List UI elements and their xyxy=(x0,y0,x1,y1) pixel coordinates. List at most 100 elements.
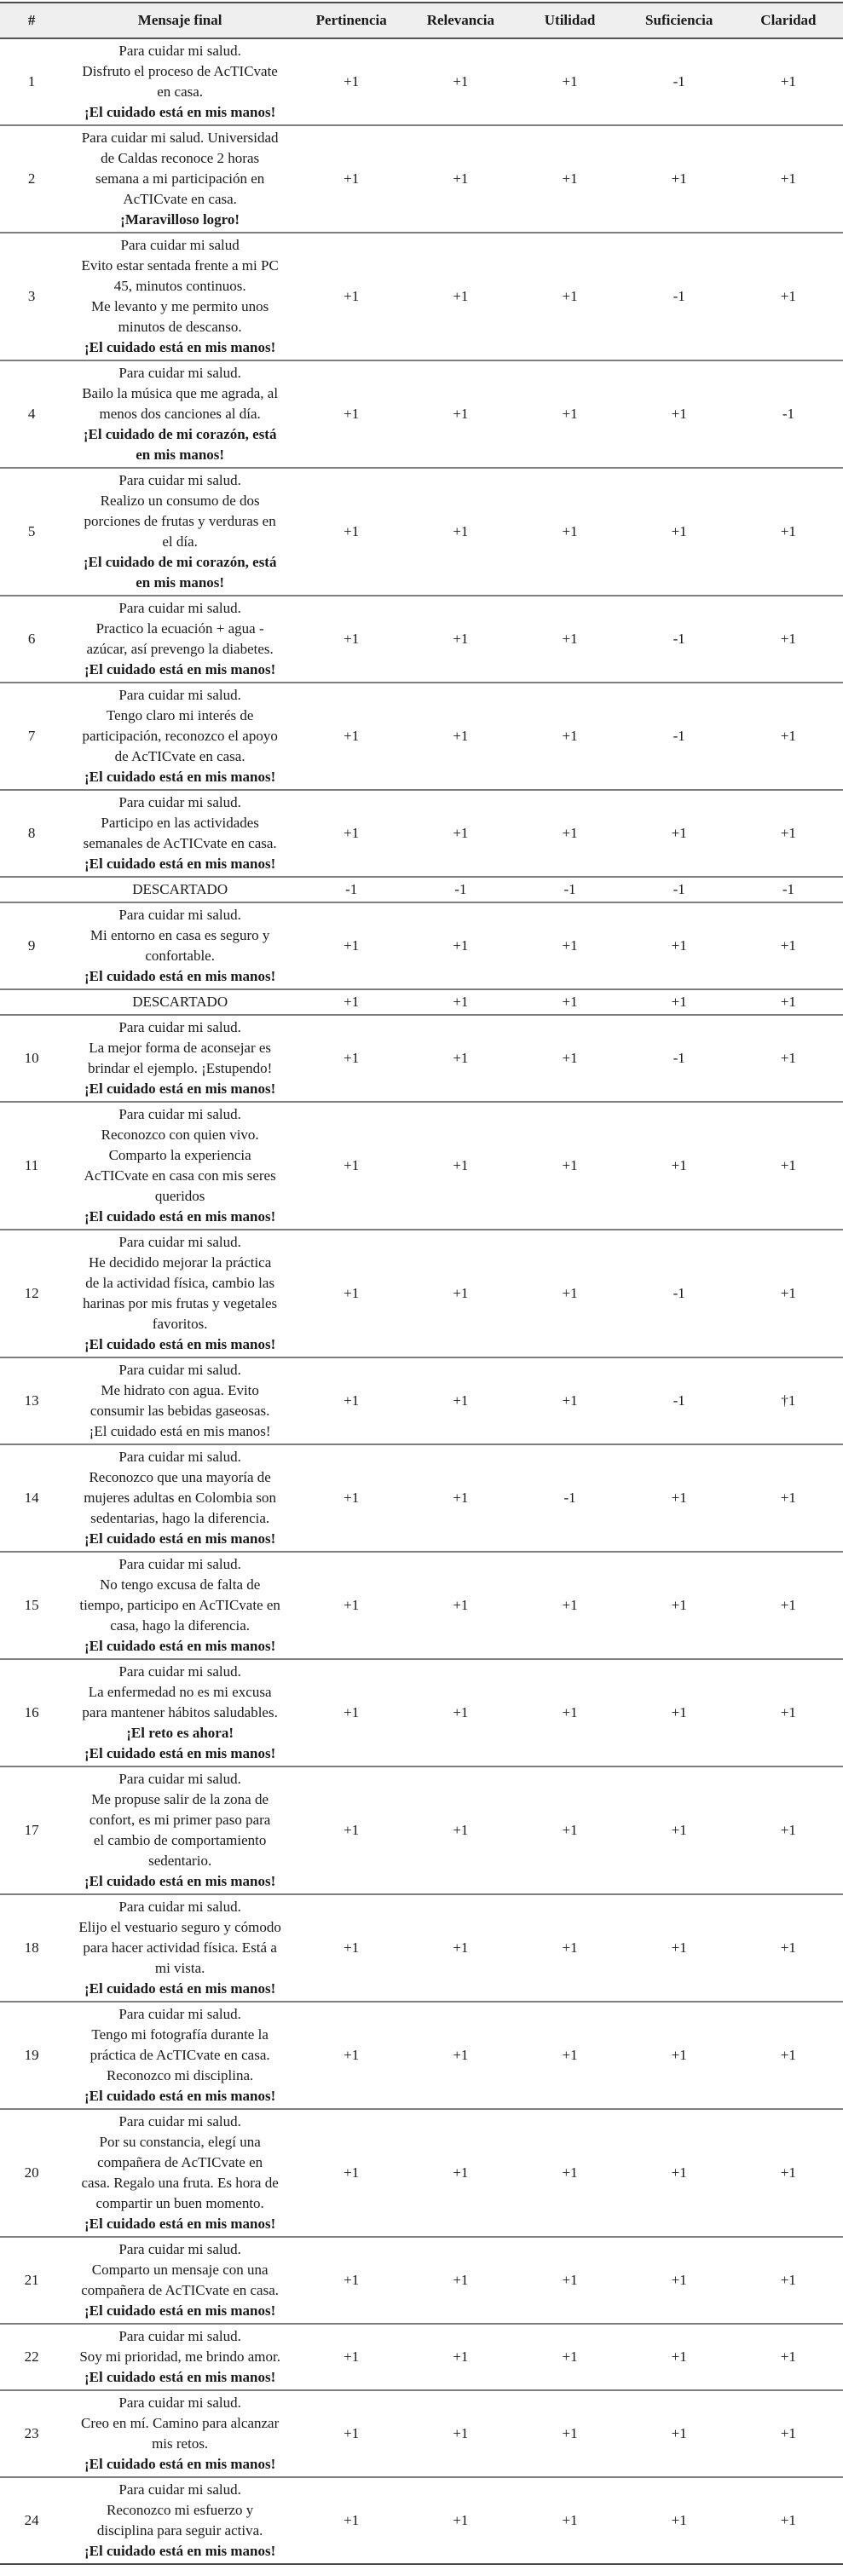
message-line: Para cuidar mi salud xyxy=(120,237,240,253)
rating-cell: +1 xyxy=(453,825,469,841)
table-row: 13 Para cuidar mi salud. Me hidrato con ag… xyxy=(0,1357,843,1444)
rating-cell: +1 xyxy=(780,2425,796,2441)
message-line: Para cuidar mi salud. xyxy=(118,1106,241,1122)
rating-cell: +1 xyxy=(780,2047,796,2063)
message-cell: Para cuidar mi salud. Realizo un consumo … xyxy=(63,468,297,596)
message-cell: Para cuidar mi salud. Me propuse salir de… xyxy=(63,1766,297,1894)
message-line: Para cuidar mi salud. xyxy=(118,2006,241,2022)
message-line: ¡Maravilloso logro! xyxy=(120,211,240,228)
rating-cell: -1 xyxy=(563,1490,576,1506)
rating-cell: -1 xyxy=(673,288,685,304)
rating-cell: +1 xyxy=(344,170,360,187)
row-number: 2 xyxy=(27,170,36,187)
column-header-suficiencia: Suficiencia xyxy=(624,2,734,39)
message-line: ¡El cuidado está en mis manos! xyxy=(84,339,276,355)
message-line: Me propuse salir de la zona de xyxy=(91,1791,268,1807)
rating-cell: +1 xyxy=(453,73,469,89)
rating-cell: +1 xyxy=(562,170,578,187)
message-line: Me hidrato con agua. Evito xyxy=(101,1382,259,1398)
row-number: 24 xyxy=(24,2512,39,2528)
rating-cell: †1 xyxy=(781,1392,796,1409)
message-line: mujeres adultas en Colombia son xyxy=(84,1490,276,1506)
rating-cell: +1 xyxy=(453,1157,469,1173)
rating-cell: +1 xyxy=(562,2425,578,2441)
message-line: AcTICvate en casa con mis seres xyxy=(84,1167,276,1184)
rating-cell: +1 xyxy=(562,994,578,1010)
message-line: tiempo, participo en AcTICvate en xyxy=(79,1597,280,1613)
row-number: 15 xyxy=(24,1597,39,1613)
rating-cell: +1 xyxy=(562,523,578,539)
message-line: DESCARTADO xyxy=(132,994,228,1010)
row-number: 17 xyxy=(24,1822,39,1838)
row-number: 14 xyxy=(24,1490,39,1506)
row-number: 18 xyxy=(24,1939,39,1956)
rating-cell: +1 xyxy=(671,2164,687,2181)
rating-cell: +1 xyxy=(562,728,578,744)
message-cell: Para cuidar mi salud. He decidido mejorar… xyxy=(63,1230,297,1357)
row-number: 19 xyxy=(24,2047,39,2063)
rating-cell: +1 xyxy=(671,2425,687,2441)
message-line: en mis manos! xyxy=(136,574,225,591)
rating-cell: +1 xyxy=(453,2512,469,2528)
message-line: Bailo la música que me agrada, al xyxy=(82,385,279,401)
rating-cell: +1 xyxy=(562,1392,578,1409)
rating-cell: +1 xyxy=(671,1822,687,1838)
message-line: Para cuidar mi salud. xyxy=(118,2113,241,2129)
rating-cell: -1 xyxy=(782,406,794,422)
rating-cell: +1 xyxy=(344,2348,360,2365)
message-cell: Para cuidar mi salud. Comparto un mensaje… xyxy=(63,2237,297,2324)
message-line: Para cuidar mi salud. xyxy=(118,600,241,616)
rating-cell: +1 xyxy=(780,2272,796,2288)
table-row: 2 Para cuidar mi salud. Universidad de Cal… xyxy=(0,125,843,233)
table-row: 21 Para cuidar mi salud. Comparto un mensa… xyxy=(0,2237,843,2324)
message-line: ¡El cuidado está en mis manos! xyxy=(84,2088,276,2104)
message-line: ¡El cuidado está en mis manos! xyxy=(84,2369,276,2385)
rating-cell: +1 xyxy=(344,728,360,744)
message-cell: Para cuidar mi salud. Tengo mi fotografía… xyxy=(63,2002,297,2109)
discarded-row: DESCARTADO +1 +1 +1 +1 +1 xyxy=(0,989,843,1015)
rating-cell: +1 xyxy=(453,2047,469,2063)
message-line: Para cuidar mi salud. xyxy=(118,2241,241,2257)
row-number: 4 xyxy=(27,406,36,422)
message-cell: Para cuidar mi salud. No tengo excusa de … xyxy=(63,1552,297,1659)
row-number xyxy=(0,877,63,902)
message-line: ¡El cuidado está en mis manos! xyxy=(89,1423,271,1439)
rating-cell: -1 xyxy=(673,881,685,897)
rating-cell: +1 xyxy=(562,2512,578,2528)
message-line: No tengo excusa de falta de xyxy=(99,1576,261,1593)
table-row: 7 Para cuidar mi salud. Tengo claro mi int… xyxy=(0,683,843,790)
rating-cell: +1 xyxy=(562,1157,578,1173)
rating-cell: +1 xyxy=(780,1822,796,1838)
rating-cell: +1 xyxy=(562,1704,578,1720)
rating-cell: +1 xyxy=(344,631,360,647)
message-cell: Para cuidar mi salud. Elijo el vestuario … xyxy=(63,1894,297,2002)
row-number: 22 xyxy=(24,2348,39,2365)
message-line: minutos de descanso. xyxy=(118,319,242,335)
message-line: Para cuidar mi salud. xyxy=(118,907,241,923)
rating-cell: +1 xyxy=(671,1490,687,1506)
rating-cell: +1 xyxy=(780,728,796,744)
table-row: 6 Para cuidar mi salud. Practico la ecuaci… xyxy=(0,596,843,683)
message-line: compañera de AcTICvate en casa. xyxy=(81,2282,280,2298)
row-number: 10 xyxy=(24,1050,39,1066)
rating-cell: +1 xyxy=(780,2164,796,2181)
rating-cell: +1 xyxy=(453,2348,469,2365)
message-line: ¡El cuidado está en mis manos! xyxy=(84,661,276,677)
message-line: compartir un buen momento. xyxy=(95,2195,264,2211)
rating-cell: +1 xyxy=(344,523,360,539)
row-number: 16 xyxy=(24,1704,39,1720)
rating-cell: +1 xyxy=(671,994,687,1010)
table-row: 5 Para cuidar mi salud. Realizo un consumo… xyxy=(0,468,843,596)
message-line: en mis manos! xyxy=(136,447,225,463)
message-line: Tengo claro mi interés de xyxy=(106,707,254,723)
rating-cell: +1 xyxy=(671,406,687,422)
table-row: 17 Para cuidar mi salud. Me propuse salir … xyxy=(0,1766,843,1894)
message-line: Para cuidar mi salud. xyxy=(118,1362,241,1378)
message-line: Para cuidar mi salud. xyxy=(118,43,241,59)
message-line: Practico la ecuación + agua - xyxy=(95,620,264,637)
message-line: Para cuidar mi salud. xyxy=(118,2481,241,2498)
rating-cell: +1 xyxy=(671,825,687,841)
rating-cell: +1 xyxy=(453,288,469,304)
message-cell: Para cuidar mi salud. Creo en mí. Camino … xyxy=(63,2390,297,2477)
message-line: Para cuidar mi salud. xyxy=(118,1019,241,1035)
